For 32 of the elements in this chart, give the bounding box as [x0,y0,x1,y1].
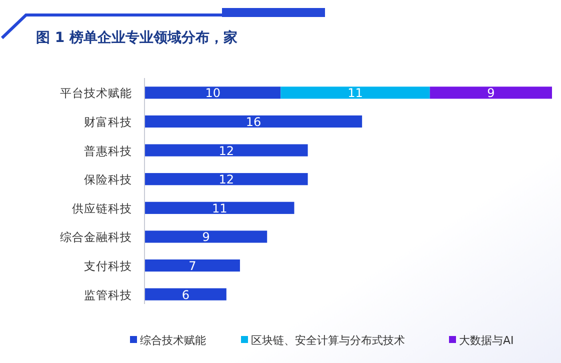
bar [145,115,362,128]
data-label: 12 [218,172,234,187]
data-label: 6 [182,288,190,302]
legend-label: 综合技术赋能 [140,334,206,347]
bar [145,173,308,186]
bar [145,259,240,272]
bar [280,86,430,99]
y-tick-label: 普惠科技 [84,144,132,158]
data-label: 9 [487,86,495,100]
y-tick-label: 平台技术赋能 [60,86,132,100]
y-tick-label: 监管科技 [84,288,132,302]
data-label: 9 [202,230,210,244]
bar [145,202,294,214]
y-tick-label: 财富科技 [84,114,132,129]
chart-title: 图 1 榜单企业专业领域分布，家 [36,29,238,46]
y-tick-label: 供应链科技 [72,201,132,216]
legend-label: 大数据与AI [459,334,514,347]
bar [145,144,308,156]
data-label: 11 [348,86,363,100]
bar [145,86,281,99]
data-label: 10 [205,86,220,100]
data-label: 7 [188,259,196,274]
y-tick-label: 保险科技 [84,172,132,187]
y-tick-label: 综合金融科技 [60,230,132,244]
data-label: 16 [246,114,262,129]
bar [145,288,226,300]
data-label: 11 [212,201,228,216]
bar [430,86,552,99]
y-tick-label: 支付科技 [84,259,132,274]
data-label: 12 [218,144,234,158]
bar [145,230,268,243]
legend-label: 区块链、安全计算与分布式技术 [251,334,405,347]
